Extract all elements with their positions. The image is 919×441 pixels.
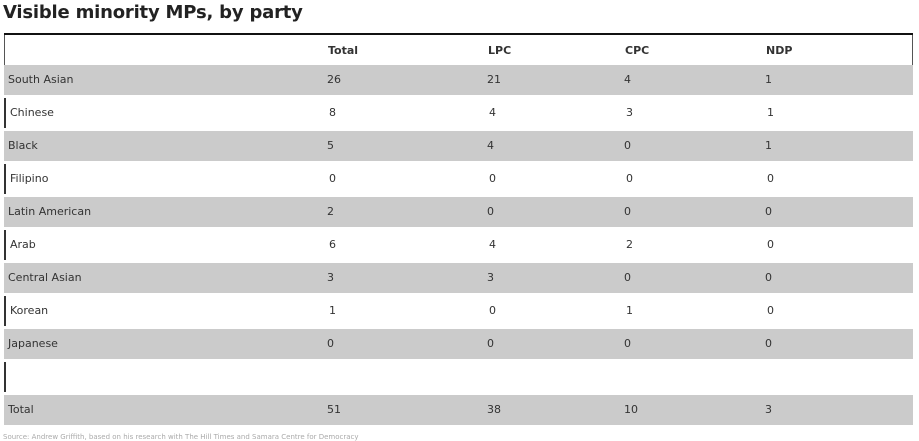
cell-total: 51 — [327, 403, 341, 416]
cell-category: Arab — [10, 238, 36, 251]
cell-lpc: 4 — [489, 106, 496, 119]
cell-total: 5 — [327, 139, 334, 152]
row-divider — [4, 293, 913, 296]
cell-lpc: 0 — [489, 304, 496, 317]
cell-cpc: 0 — [624, 337, 631, 350]
cell-lpc: 38 — [487, 403, 501, 416]
cell-ndp: 0 — [767, 238, 774, 251]
cell-cpc: 0 — [624, 205, 631, 218]
chart-title: Visible minority MPs, by party — [3, 2, 303, 23]
source-note: Source: Andrew Griffith, based on his re… — [3, 433, 359, 441]
cell-category: Korean — [10, 304, 49, 317]
cell-ndp: 3 — [765, 403, 772, 416]
cell-cpc: 4 — [624, 73, 631, 86]
table-row: Korean 1 0 1 0 — [4, 296, 913, 326]
row-divider — [4, 359, 913, 362]
cell-cpc: 0 — [624, 271, 631, 284]
cell-category: Filipino — [10, 172, 49, 185]
table-header-row: Total LPC CPC NDP — [4, 35, 913, 65]
header-cell-total: Total — [328, 44, 359, 57]
header-cell-lpc: LPC — [488, 44, 512, 57]
row-divider — [4, 161, 913, 164]
cell-total: 6 — [329, 238, 336, 251]
header-cell-cpc: CPC — [625, 44, 650, 57]
cell-category: South Asian — [8, 73, 74, 86]
cell-ndp: 1 — [765, 139, 772, 152]
cell-cpc: 3 — [626, 106, 633, 119]
table-row: South Asian 26 21 4 1 — [4, 65, 913, 95]
cell-cpc: 1 — [626, 304, 633, 317]
cell-lpc: 0 — [487, 337, 494, 350]
cell-cpc: 0 — [626, 172, 633, 185]
row-divider — [4, 194, 913, 197]
cell-lpc: 4 — [487, 139, 494, 152]
table-row: Filipino 0 0 0 0 — [4, 164, 913, 194]
row-divider — [4, 260, 913, 263]
cell-lpc: 3 — [487, 271, 494, 284]
cell-category: Central Asian — [8, 271, 82, 284]
cell-lpc: 0 — [487, 205, 494, 218]
cell-total: 0 — [329, 172, 336, 185]
cell-cpc: 0 — [624, 139, 631, 152]
cell-lpc: 4 — [489, 238, 496, 251]
cell-total: 0 — [327, 337, 334, 350]
table-row: Japanese 0 0 0 0 — [4, 329, 913, 359]
table-body: South Asian 26 21 4 1 Chinese 8 4 3 1 Black 5 4 0 1 Fil… — [4, 65, 913, 425]
table-row: Central Asian 3 3 0 0 — [4, 263, 913, 293]
table-row: Arab 6 4 2 0 — [4, 230, 913, 260]
row-divider — [4, 326, 913, 329]
table-row: Chinese 8 4 3 1 — [4, 98, 913, 128]
cell-category: Black — [8, 139, 38, 152]
cell-lpc: 21 — [487, 73, 501, 86]
data-table: Total LPC CPC NDP South Asian 26 21 4 1 Chine… — [4, 33, 913, 425]
cell-total: 2 — [327, 205, 334, 218]
row-divider — [4, 227, 913, 230]
table-row-total: Total 51 38 10 3 — [4, 395, 913, 425]
table-row: Black 5 4 0 1 — [4, 131, 913, 161]
cell-ndp: 0 — [765, 337, 772, 350]
cell-category: Total — [8, 403, 34, 416]
row-divider — [4, 128, 913, 131]
header-cell-ndp: NDP — [766, 44, 793, 57]
cell-ndp: 0 — [767, 172, 774, 185]
cell-lpc: 0 — [489, 172, 496, 185]
cell-category: Latin American — [8, 205, 92, 218]
cell-ndp: 0 — [767, 304, 774, 317]
row-divider — [4, 95, 913, 98]
cell-ndp: 1 — [765, 73, 772, 86]
table-row: Latin American 2 0 0 0 — [4, 197, 913, 227]
cell-total: 26 — [327, 73, 341, 86]
table-row-spacer — [4, 362, 913, 392]
cell-ndp: 1 — [767, 106, 774, 119]
cell-category: Chinese — [10, 106, 54, 119]
row-divider — [4, 392, 913, 395]
cell-total: 8 — [329, 106, 336, 119]
cell-category: Japanese — [8, 337, 58, 350]
cell-ndp: 0 — [765, 271, 772, 284]
cell-ndp: 0 — [765, 205, 772, 218]
cell-cpc: 2 — [626, 238, 633, 251]
cell-total: 1 — [329, 304, 336, 317]
cell-total: 3 — [327, 271, 334, 284]
cell-cpc: 10 — [624, 403, 638, 416]
